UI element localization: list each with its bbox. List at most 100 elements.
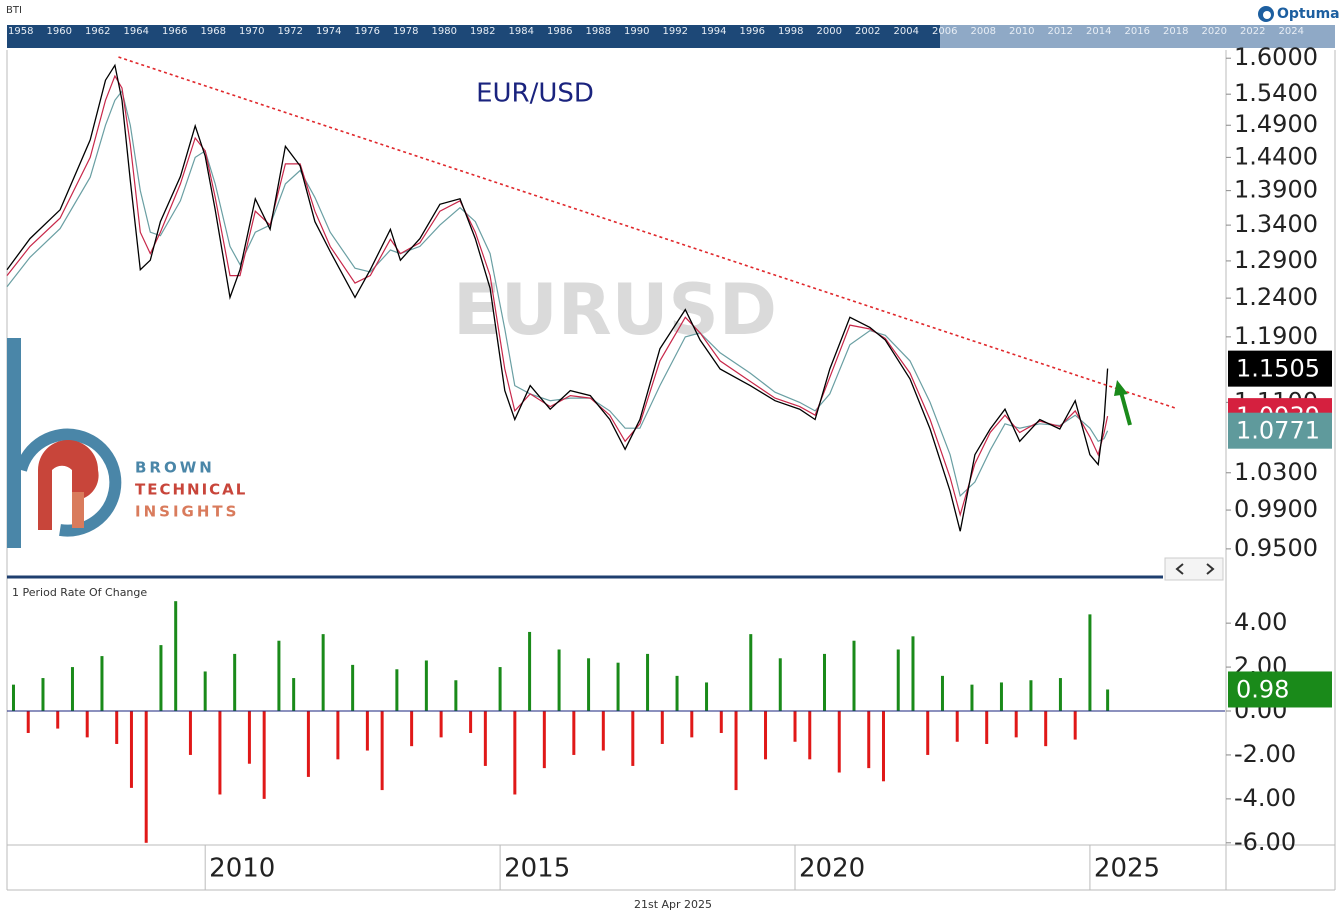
roc-bar bbox=[734, 711, 738, 791]
roc-bar bbox=[336, 711, 340, 760]
y-tick-label: -6.00 bbox=[1234, 828, 1296, 856]
roc-bar bbox=[424, 660, 428, 712]
roc-bar bbox=[793, 711, 797, 742]
roc-bar bbox=[764, 711, 768, 760]
x-tick-label: 2025 bbox=[1094, 854, 1160, 884]
logo-shape bbox=[38, 440, 99, 530]
roc-bar bbox=[351, 664, 355, 712]
roc-bar bbox=[233, 653, 237, 712]
y-tick-label: 1.5400 bbox=[1234, 79, 1318, 107]
arrow-head bbox=[1114, 380, 1128, 396]
y-tick-label: 1.4900 bbox=[1234, 110, 1318, 138]
navigator-label: 2020 bbox=[1202, 26, 1227, 37]
navigator-label: 1970 bbox=[239, 26, 264, 37]
y-tick-label: -2.00 bbox=[1234, 740, 1296, 768]
navigator-label: 2016 bbox=[1125, 26, 1150, 37]
roc-bar bbox=[469, 711, 473, 733]
roc-bar bbox=[926, 711, 930, 755]
chart-title: EUR/USD bbox=[476, 79, 594, 109]
y-tick-label: 0.9900 bbox=[1234, 495, 1318, 523]
roc-bar bbox=[292, 678, 296, 712]
roc-bar bbox=[837, 711, 841, 773]
roc-bar bbox=[542, 711, 546, 769]
roc-bar bbox=[749, 634, 753, 712]
navigator-label: 2022 bbox=[1240, 26, 1265, 37]
roc-bar bbox=[1044, 711, 1048, 747]
roc-bar bbox=[262, 711, 266, 799]
roc-bar bbox=[70, 667, 74, 712]
navigator-bar bbox=[7, 25, 940, 48]
navigator-label: 1978 bbox=[393, 26, 418, 37]
y-tick-label: 1.3900 bbox=[1234, 176, 1318, 204]
roc-bar bbox=[690, 711, 694, 738]
y-tick-label: 1.6000 bbox=[1234, 43, 1318, 71]
roc-bar bbox=[528, 631, 532, 712]
price-panel: 1.6000 1.5400 1.4900 1.4400 1.3900 1.3400 1.29… bbox=[6, 43, 1332, 562]
roc-bar bbox=[129, 711, 133, 788]
roc-bar bbox=[247, 711, 251, 764]
roc-bar bbox=[365, 711, 369, 751]
brand-text: INSIGHTS bbox=[135, 503, 239, 521]
roc-bar bbox=[646, 653, 650, 712]
roc-bar bbox=[911, 636, 915, 712]
navigator-label: 1964 bbox=[124, 26, 149, 37]
navigator-label: 1960 bbox=[47, 26, 72, 37]
roc-bar bbox=[454, 680, 458, 712]
scroll-arrows[interactable] bbox=[1175, 563, 1215, 575]
roc-bar bbox=[778, 658, 782, 712]
roc-bar bbox=[218, 711, 222, 795]
logo-shape bbox=[72, 492, 84, 528]
roc-panel: 4.002.000.00-2.00-4.00-6.000.98 bbox=[7, 601, 1332, 856]
roc-bar bbox=[999, 682, 1003, 712]
roc-bar bbox=[159, 645, 163, 712]
roc-bar bbox=[188, 711, 192, 755]
last-value-badge: 1.0771 bbox=[1236, 417, 1320, 445]
brand-text: BROWN bbox=[135, 459, 215, 477]
roc-bar bbox=[631, 711, 635, 766]
roc-bar bbox=[174, 601, 178, 712]
last-value-badge-bg bbox=[1228, 350, 1332, 387]
navigator-label: 1992 bbox=[663, 26, 688, 37]
last-value-badge-bg bbox=[1228, 412, 1332, 449]
logo-bar bbox=[7, 338, 21, 548]
last-value-badge: 0.98 bbox=[1236, 675, 1289, 703]
navigator-label: 1984 bbox=[509, 26, 534, 37]
navigator-label: 2010 bbox=[1009, 26, 1034, 37]
navigator-label: 1976 bbox=[355, 26, 380, 37]
roc-bar bbox=[203, 671, 207, 712]
roc-bar bbox=[380, 711, 384, 791]
x-tick-label: 2010 bbox=[209, 854, 275, 884]
footer-date: 21st Apr 2025 bbox=[634, 898, 712, 911]
navigator-label: 2024 bbox=[1279, 26, 1304, 37]
navigator-label: 2000 bbox=[817, 26, 842, 37]
navigator-label: 2012 bbox=[1048, 26, 1073, 37]
navigator-label: 1988 bbox=[586, 26, 611, 37]
roc-bar bbox=[306, 711, 310, 777]
logo-arc bbox=[15, 428, 122, 537]
y-tick-label: 1.2400 bbox=[1234, 283, 1318, 311]
y-tick-label: 1.4400 bbox=[1234, 142, 1318, 170]
y-tick-label: 1.1900 bbox=[1234, 322, 1318, 350]
roc-bar bbox=[867, 711, 871, 769]
logo-text: Optuma bbox=[1277, 6, 1340, 22]
roc-bar bbox=[601, 711, 605, 751]
navigator-label: 2018 bbox=[1163, 26, 1188, 37]
roc-bar bbox=[26, 711, 30, 733]
y-tick-label: 4.00 bbox=[1234, 608, 1287, 636]
x-tick-label: 2015 bbox=[504, 854, 570, 884]
y-tick-label: 0.9500 bbox=[1234, 534, 1318, 562]
navigator-window bbox=[940, 25, 1335, 48]
roc-bar bbox=[940, 675, 944, 712]
roc-bar bbox=[985, 711, 989, 744]
scroll-buttons[interactable] bbox=[1164, 557, 1224, 581]
roc-bar bbox=[881, 711, 885, 782]
roc-bar bbox=[321, 634, 325, 712]
navigator-label: 1962 bbox=[85, 26, 110, 37]
roc-bar bbox=[513, 711, 517, 795]
navigator-label: 1966 bbox=[162, 26, 187, 37]
roc-bar bbox=[483, 711, 487, 766]
roc-bar bbox=[100, 656, 104, 712]
y-tick-label: 1.0300 bbox=[1234, 458, 1318, 486]
y-tick-label: 1.2900 bbox=[1234, 246, 1318, 274]
